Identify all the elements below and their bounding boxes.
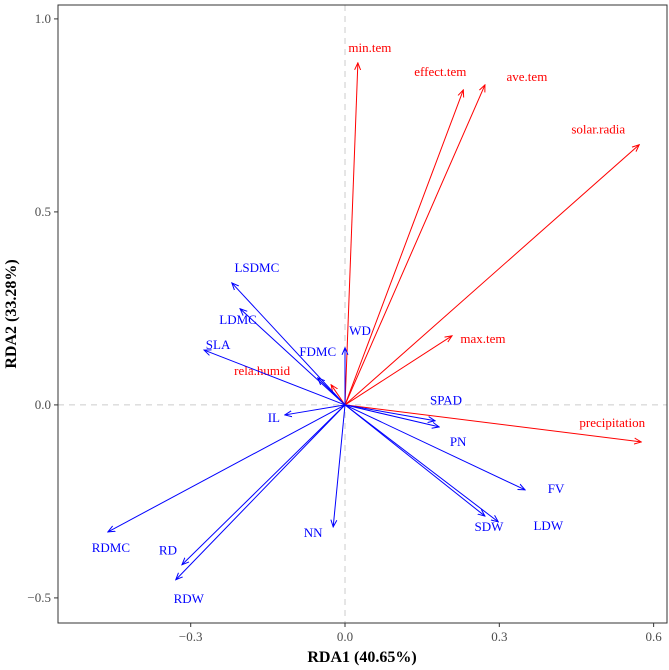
arrow-pn: [344, 404, 439, 427]
arrow-min-tem: [344, 63, 358, 405]
label-min-tem: min.tem: [348, 40, 391, 55]
label-sla: SLA: [206, 337, 231, 352]
arrow-fv: [344, 404, 525, 490]
label-pn: PN: [450, 434, 467, 449]
x-axis-title: RDA1 (40.65%): [307, 649, 416, 666]
y-tick-label: 0.0: [35, 397, 51, 412]
label-nn: NN: [304, 525, 323, 540]
y-tick-label: 1.0: [35, 11, 51, 26]
x-tick-label: 0.6: [646, 629, 663, 644]
x-tick-label: 0.0: [337, 629, 353, 644]
label-rdmc: RDMC: [92, 540, 130, 555]
label-spad: SPAD: [430, 393, 462, 408]
arrow-spad: [344, 404, 435, 421]
label-rela-humid: rela.humid: [234, 363, 290, 378]
label-rd: RD: [159, 543, 177, 558]
label-effect-tem: effect.tem: [414, 64, 466, 79]
y-tick-label: −0.5: [27, 590, 51, 605]
arrow-solar-radia: [344, 145, 639, 406]
x-tick-label: −0.3: [179, 629, 203, 644]
arrow-ldw: [344, 404, 498, 522]
arrow-sla: [204, 350, 346, 406]
arrow-lsdmc: [232, 283, 346, 406]
arrow-fdmc: [318, 378, 346, 406]
label-ldw: LDW: [533, 518, 563, 533]
label-fv: FV: [548, 481, 565, 496]
axes: −0.3 0.0 0.3 0.6 −0.5 0.0 0.5 1.0: [27, 11, 662, 644]
label-ldmc: LDMC: [219, 312, 257, 327]
arrows: min.tem effect.tem ave.tem solar.radia max.t…: [92, 40, 646, 606]
y-axis-title: RDA2 (33.28%): [3, 259, 20, 368]
label-fdmc: FDMC: [299, 344, 336, 359]
arrow-precipitation: [344, 404, 641, 442]
arrow-ldmc: [240, 309, 346, 406]
arrow-sdw: [344, 404, 485, 516]
plot-panel: [57, 4, 668, 624]
label-ave-tem: ave.tem: [507, 69, 548, 84]
label-max-tem: max.tem: [460, 331, 505, 346]
arrow-rd: [182, 404, 346, 565]
arrow-il: [285, 404, 346, 415]
arrow-effect-tem: [344, 90, 463, 406]
label-rdw: RDW: [174, 591, 205, 606]
label-lsdmc: LSDMC: [234, 260, 279, 275]
label-sdw: SDW: [474, 519, 504, 534]
y-tick-label: 0.5: [35, 204, 51, 219]
label-precipitation: precipitation: [579, 415, 645, 430]
x-tick-label: 0.3: [491, 629, 507, 644]
arrow-rdw: [176, 404, 346, 580]
label-wd: WD: [349, 323, 371, 338]
reference-lines: [58, 5, 667, 623]
label-il: IL: [268, 410, 280, 425]
arrow-rdmc: [108, 404, 346, 532]
arrow-rela-humid: [331, 385, 346, 406]
arrow-max-tem: [344, 336, 452, 406]
label-solar-radia: solar.radia: [571, 122, 625, 137]
arrow-ave-tem: [344, 85, 485, 406]
arrow-nn: [333, 404, 346, 527]
